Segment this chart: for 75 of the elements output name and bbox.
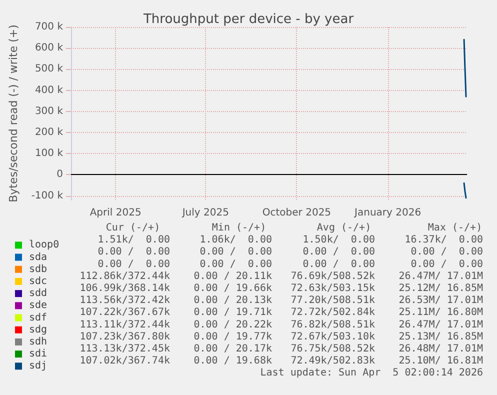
text: 72.72k/502.84k — [290, 307, 375, 318]
text: 25.12M/ 16.85M — [398, 283, 483, 294]
text: 0.00 / 0.00 — [302, 246, 375, 258]
text: 0.00 / 19.77k — [194, 331, 272, 342]
text: Avg (-/+) — [316, 222, 372, 234]
y-tick-label: 700 k — [34, 22, 64, 32]
text: 112.86k/372.44k — [80, 270, 170, 282]
text: 1.51k/ 0.00 — [98, 234, 170, 246]
text: 25.11M/ 16.80M — [398, 307, 483, 318]
legend-label: sdg — [29, 324, 48, 336]
y-tick-label: 0 — [56, 169, 63, 180]
text: 26.53M/ 17.01M — [398, 295, 483, 306]
text: Max (-/+) — [428, 222, 482, 234]
text: 0.00 / 19.68k — [194, 356, 272, 367]
text: 0.00 / 20.11k — [194, 270, 272, 282]
text: Last update: Sun Apr 5 02:00:14 2026 — [260, 368, 483, 379]
x-tick-label: October 2025 — [262, 208, 332, 218]
text: 26.47M/ 17.01M — [398, 319, 483, 330]
y-tick-label: -100 k — [31, 190, 64, 202]
legend-label: loop0 — [29, 240, 60, 251]
y-tick-label: 400 k — [34, 84, 64, 96]
legend-label: sdd — [29, 288, 48, 300]
text: 0.00 / 20.22k — [194, 319, 272, 330]
text: 0.00 / 19.71k — [194, 307, 272, 318]
legend-label: sdh — [29, 336, 48, 348]
text: 26.47M/ 17.01M — [398, 270, 483, 282]
text: 0.00 / 20.17k — [194, 344, 272, 354]
x-tick-label: January 2026 — [354, 208, 422, 218]
text: Cur (-/+) — [106, 222, 160, 234]
text: Min (-/+) — [212, 222, 266, 234]
text: 1.06k/ 0.00 — [200, 234, 272, 246]
text: 113.13k/372.45k — [80, 344, 170, 354]
text: 1.50k/ 0.00 — [302, 234, 375, 246]
text: 0.00 / 0.00 — [302, 258, 375, 270]
text: 0.00 / 0.00 — [200, 246, 272, 258]
legend-label: sde — [29, 300, 48, 312]
text: 72.49k/502.83k — [290, 356, 375, 367]
text: 0.00 / 0.00 — [410, 246, 483, 258]
x-tick-label: July 2025 — [181, 208, 229, 218]
text: 107.22k/367.67k — [80, 307, 170, 318]
y-tick-label: 100 k — [34, 148, 64, 160]
text: 76.75k/508.52k — [290, 344, 375, 354]
text: 0.00 / 0.00 — [200, 258, 272, 270]
text: 0.00 / 19.66k — [194, 283, 272, 294]
text: 0.00 / 0.00 — [410, 258, 483, 270]
legend-label: sdb — [29, 264, 48, 275]
text: 26.48M/ 17.01M — [398, 344, 483, 354]
legend-label: sda — [29, 252, 48, 263]
legend-label: sdc — [29, 276, 48, 287]
text: 77.20k/508.51k — [290, 295, 375, 306]
text: 25.10M/ 16.81M — [398, 356, 483, 367]
text: 76.69k/508.52k — [290, 270, 375, 282]
chart-title: Throughput per device - by year — [142, 12, 354, 27]
text: 72.67k/503.10k — [290, 331, 375, 342]
y-tick-label: 200 k — [34, 126, 64, 138]
y-axis-title: Bytes/second read (-) / write (+) — [7, 24, 20, 202]
text: 107.23k/367.80k — [80, 331, 170, 342]
text: 76.82k/508.51k — [290, 319, 375, 330]
text: 106.99k/368.14k — [80, 283, 170, 294]
text: 72.63k/503.15k — [290, 283, 375, 294]
y-tick-label: 600 k — [34, 42, 64, 54]
x-tick-label: April 2025 — [90, 208, 142, 218]
legend-label: sdf — [29, 312, 48, 324]
text: 0.00 / 0.00 — [98, 246, 170, 258]
text: 16.37k/ 0.00 — [404, 234, 483, 246]
legend-label: sdj — [29, 360, 48, 372]
legend-label: sdi — [29, 348, 48, 360]
text: 107.02k/367.74k — [80, 356, 170, 367]
text: 113.56k/372.42k — [80, 295, 170, 306]
text: 113.11k/372.44k — [80, 319, 170, 330]
text: 0.00 / 0.00 — [98, 258, 170, 270]
y-tick-label: 500 k — [34, 64, 64, 75]
y-tick-label: 300 k — [34, 106, 64, 117]
text: 0.00 / 20.13k — [194, 295, 272, 306]
text: 25.13M/ 16.85M — [398, 331, 483, 342]
